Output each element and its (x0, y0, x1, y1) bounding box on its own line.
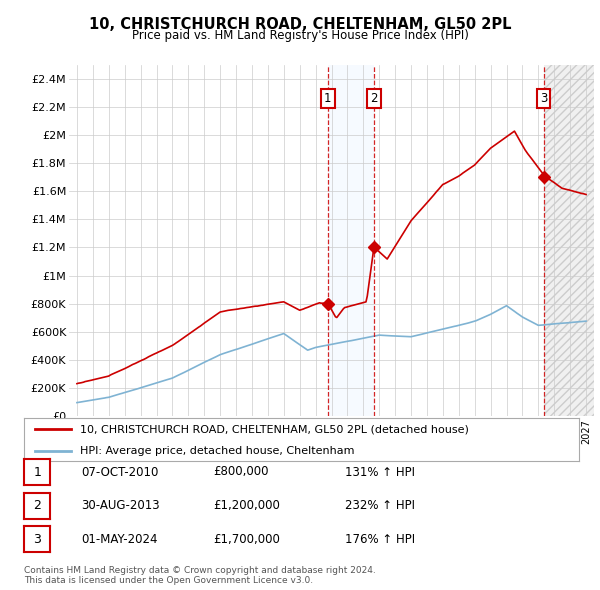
Text: HPI: Average price, detached house, Cheltenham: HPI: Average price, detached house, Chel… (79, 445, 354, 455)
Text: 01-MAY-2024: 01-MAY-2024 (81, 533, 157, 546)
Text: Contains HM Land Registry data © Crown copyright and database right 2024.: Contains HM Land Registry data © Crown c… (24, 566, 376, 575)
Text: 10, CHRISTCHURCH ROAD, CHELTENHAM, GL50 2PL: 10, CHRISTCHURCH ROAD, CHELTENHAM, GL50 … (89, 17, 511, 31)
Text: 3: 3 (33, 533, 41, 546)
Text: 131% ↑ HPI: 131% ↑ HPI (345, 466, 415, 478)
Text: 10, CHRISTCHURCH ROAD, CHELTENHAM, GL50 2PL (detached house): 10, CHRISTCHURCH ROAD, CHELTENHAM, GL50 … (79, 424, 469, 434)
Text: 2: 2 (33, 499, 41, 512)
Text: 1: 1 (324, 92, 332, 105)
Text: 07-OCT-2010: 07-OCT-2010 (81, 466, 158, 478)
Text: £1,700,000: £1,700,000 (213, 533, 280, 546)
Text: Price paid vs. HM Land Registry's House Price Index (HPI): Price paid vs. HM Land Registry's House … (131, 30, 469, 42)
Text: 176% ↑ HPI: 176% ↑ HPI (345, 533, 415, 546)
Text: 3: 3 (540, 92, 547, 105)
Text: 30-AUG-2013: 30-AUG-2013 (81, 499, 160, 512)
Text: 232% ↑ HPI: 232% ↑ HPI (345, 499, 415, 512)
Text: £1,200,000: £1,200,000 (213, 499, 280, 512)
Bar (328, 65, 374, 416)
Bar (544, 65, 594, 416)
Text: This data is licensed under the Open Government Licence v3.0.: This data is licensed under the Open Gov… (24, 576, 313, 585)
Text: 2: 2 (370, 92, 378, 105)
Text: £800,000: £800,000 (213, 466, 269, 478)
Text: 1: 1 (33, 466, 41, 478)
